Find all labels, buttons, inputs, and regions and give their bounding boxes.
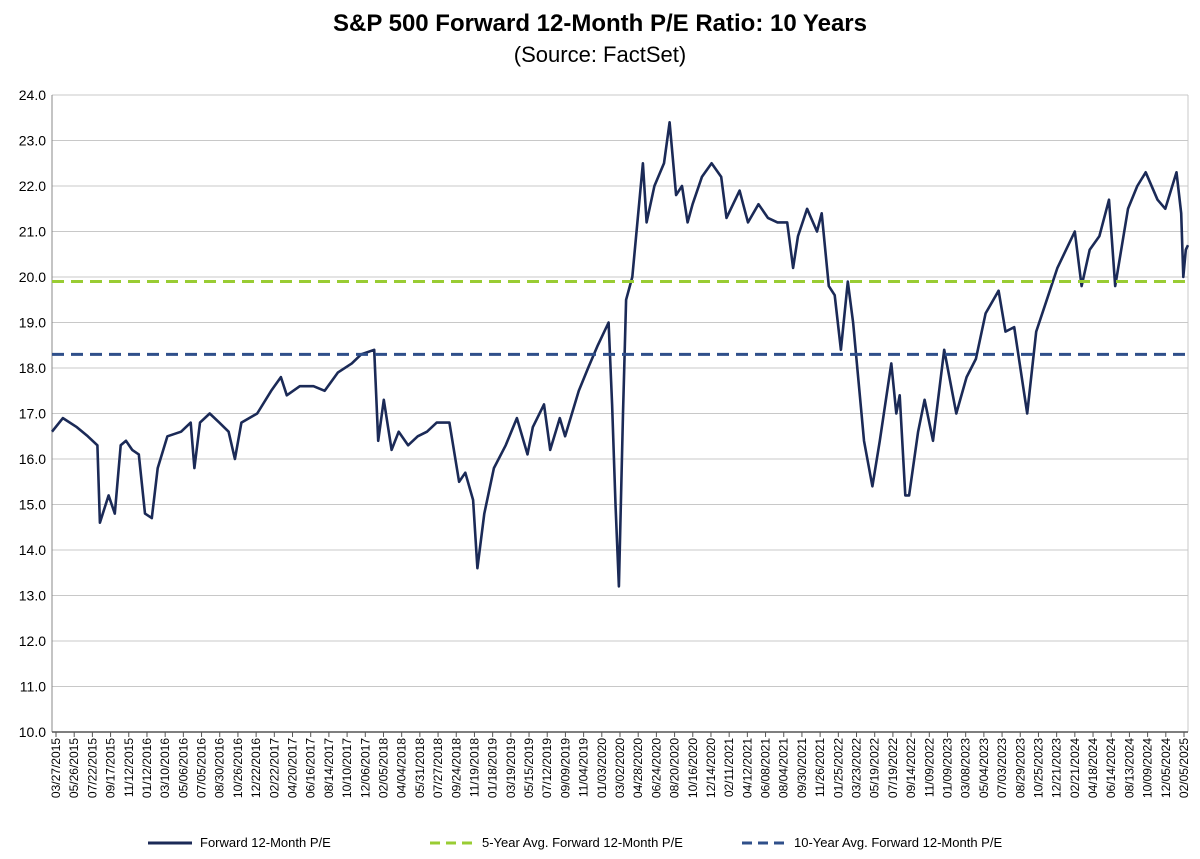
x-tick-label: 05/06/2016 xyxy=(176,738,190,798)
x-tick-label: 01/09/2023 xyxy=(940,738,954,798)
x-tick-label: 07/12/2019 xyxy=(540,738,554,798)
x-tick-label: 04/18/2024 xyxy=(1086,738,1100,798)
x-tick-label: 03/23/2022 xyxy=(850,738,864,798)
y-tick-label: 22.0 xyxy=(19,178,46,194)
y-tick-label: 10.0 xyxy=(19,724,46,740)
x-tick-label: 12/21/2023 xyxy=(1050,738,1064,798)
x-tick-label: 11/19/2018 xyxy=(467,738,481,797)
x-tick-label: 09/30/2021 xyxy=(795,738,809,798)
x-tick-label: 03/19/2019 xyxy=(504,738,518,798)
y-tick-label: 17.0 xyxy=(19,406,46,422)
x-tick-label: 06/24/2020 xyxy=(649,738,663,798)
x-tick-label: 04/04/2018 xyxy=(395,738,409,798)
legend-label: 10-Year Avg. Forward 12-Month P/E xyxy=(794,835,1002,850)
series-layer xyxy=(50,121,1190,588)
x-tick-label: 05/19/2022 xyxy=(868,738,882,798)
y-tick-label: 20.0 xyxy=(19,269,46,285)
legend-label: 5-Year Avg. Forward 12-Month P/E xyxy=(482,835,683,850)
x-tick-label: 11/09/2022 xyxy=(922,738,936,797)
y-tick-label: 23.0 xyxy=(19,133,46,149)
x-tick-label: 02/22/2017 xyxy=(267,738,281,798)
x-tick-label: 10/25/2023 xyxy=(1031,738,1045,798)
x-tick-label: 08/29/2023 xyxy=(1013,738,1027,798)
x-tick-label: 01/25/2022 xyxy=(831,738,845,798)
x-tick-label: 07/03/2023 xyxy=(995,738,1009,798)
x-tick-label: 10/16/2020 xyxy=(686,738,700,798)
chart-title: S&P 500 Forward 12-Month P/E Ratio: 10 Y… xyxy=(333,10,867,37)
x-tick-label: 12/06/2017 xyxy=(358,738,372,798)
y-tick-label: 12.0 xyxy=(19,633,46,649)
y-tick-label: 19.0 xyxy=(19,315,46,331)
x-tick-label: 04/12/2021 xyxy=(740,738,754,798)
x-tick-label: 02/11/2021 xyxy=(722,738,736,797)
x-tick-label: 07/05/2016 xyxy=(195,738,209,798)
x-tick-label: 10/09/2024 xyxy=(1141,738,1155,798)
chart-subtitle: (Source: FactSet) xyxy=(513,42,687,67)
x-tick-label: 02/05/2025 xyxy=(1177,738,1191,798)
x-tick-label: 06/14/2024 xyxy=(1104,738,1118,798)
x-tick-label: 08/13/2024 xyxy=(1122,738,1136,798)
x-tick-label: 01/18/2019 xyxy=(486,738,500,798)
x-tick-label: 08/04/2021 xyxy=(777,738,791,798)
x-tick-label: 05/15/2019 xyxy=(522,738,536,798)
y-tick-label: 11.0 xyxy=(20,679,46,695)
y-tick-label: 21.0 xyxy=(19,224,46,240)
x-tick-label: 09/09/2019 xyxy=(558,738,572,798)
x-tick-label: 12/05/2024 xyxy=(1159,738,1173,798)
x-tick-label: 05/31/2018 xyxy=(413,738,427,798)
x-tick-label: 03/27/2015 xyxy=(49,738,63,798)
y-axis: 10.0 11.0 12.0 13.0 14.0 15.0 16.0 17.0 18.0 19.0… xyxy=(19,87,46,740)
x-tick-label: 11/04/2019 xyxy=(577,738,591,797)
x-tick-label: 07/19/2022 xyxy=(886,738,900,798)
x-tick-label: 03/08/2023 xyxy=(959,738,973,798)
y-tick-label: 15.0 xyxy=(19,497,46,513)
x-tick-label: 08/20/2020 xyxy=(668,738,682,798)
legend: Forward 12-Month P/E 5-Year Avg. Forward … xyxy=(148,835,1002,850)
x-tick-label: 02/21/2024 xyxy=(1068,738,1082,798)
x-tick-label: 10/10/2017 xyxy=(340,738,354,798)
x-tick-label: 10/26/2016 xyxy=(231,738,245,798)
pe-ratio-line xyxy=(50,121,1190,588)
y-tick-label: 16.0 xyxy=(19,451,46,467)
x-tick-label: 01/03/2020 xyxy=(595,738,609,798)
x-tick-label: 09/14/2022 xyxy=(904,738,918,798)
legend-label: Forward 12-Month P/E xyxy=(200,835,331,850)
x-tick-label: 05/26/2015 xyxy=(67,738,81,798)
x-tick-label: 03/10/2016 xyxy=(158,738,172,798)
x-tick-label: 03/02/2020 xyxy=(613,738,627,798)
x-tick-label: 05/04/2023 xyxy=(977,738,991,798)
x-tick-label: 06/08/2021 xyxy=(759,738,773,798)
y-tick-label: 14.0 xyxy=(19,542,46,558)
x-tick-label: 07/27/2018 xyxy=(431,738,445,798)
x-tick-label: 09/24/2018 xyxy=(449,738,463,798)
x-tick-label: 08/30/2016 xyxy=(213,738,227,798)
y-tick-label: 24.0 xyxy=(19,87,46,103)
x-tick-label: 11/26/2021 xyxy=(813,738,827,797)
y-tick-label: 18.0 xyxy=(19,360,46,376)
x-tick-label: 07/22/2015 xyxy=(85,738,99,798)
x-axis: 03/27/2015 05/26/2015 07/22/2015 09/17/2015… xyxy=(49,732,1191,798)
x-tick-label: 11/12/2015 xyxy=(122,738,136,797)
x-tick-label: 08/14/2017 xyxy=(322,738,336,798)
x-tick-label: 04/20/2017 xyxy=(286,738,300,798)
x-tick-label: 01/12/2016 xyxy=(140,738,154,798)
x-tick-label: 12/22/2016 xyxy=(249,738,263,798)
x-tick-label: 12/14/2020 xyxy=(704,738,718,798)
gridlines xyxy=(51,94,1189,733)
x-tick-label: 02/05/2018 xyxy=(376,738,390,798)
x-tick-label: 04/28/2020 xyxy=(631,738,645,798)
x-tick-label: 09/17/2015 xyxy=(104,738,118,798)
x-tick-label: 06/16/2017 xyxy=(304,738,318,798)
y-tick-label: 13.0 xyxy=(19,588,46,604)
